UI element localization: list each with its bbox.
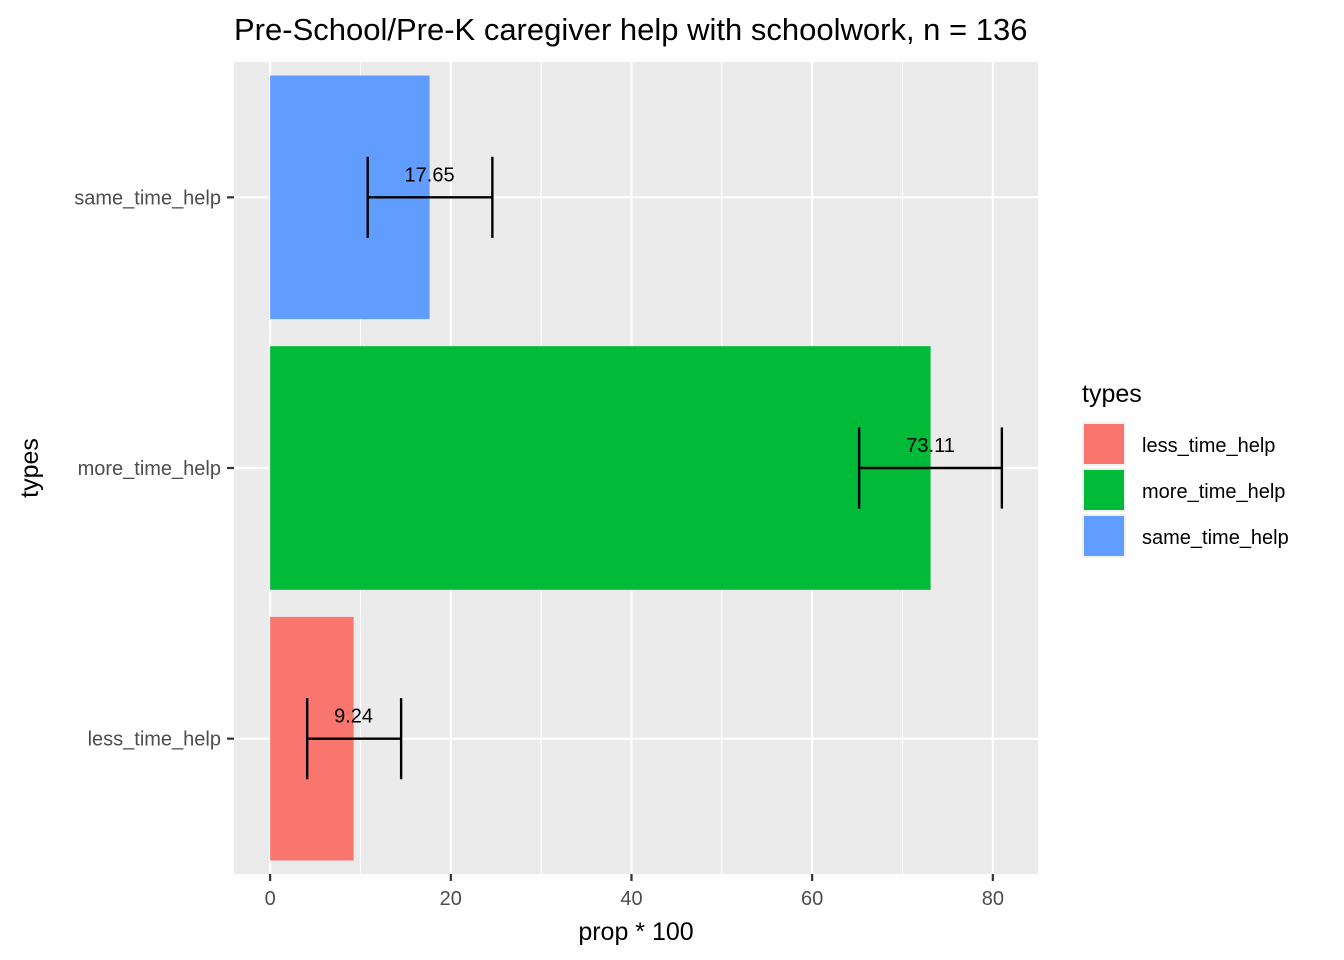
error-bars bbox=[305, 156, 1004, 780]
x-tick-label: 60 bbox=[801, 888, 823, 910]
value-label-more_time_help: 73.11 bbox=[906, 435, 955, 457]
legend-swatch-less_time_help bbox=[1084, 424, 1124, 464]
error-bar-less_time_help bbox=[305, 698, 403, 780]
error-bar-more_time_help bbox=[857, 427, 1004, 509]
x-axis: 0 20 40 60 80 bbox=[265, 874, 1004, 910]
x-tick-label: 40 bbox=[620, 888, 642, 910]
y-tick-label-less_time_help: less_time_help bbox=[88, 729, 221, 751]
legend-label-same_time_help: same_time_help bbox=[1142, 527, 1289, 549]
value-label-less_time_help: 9.24 bbox=[334, 706, 373, 728]
bar-more_time_help bbox=[270, 346, 931, 590]
y-tick-label-same_time_help: same_time_help bbox=[74, 187, 221, 209]
legend-swatch-more_time_help bbox=[1084, 470, 1124, 510]
legend-title: types bbox=[1082, 380, 1142, 408]
legend-label-more_time_help: more_time_help bbox=[1142, 481, 1285, 503]
x-tick-label: 0 bbox=[265, 888, 276, 910]
value-labels: 9.24 73.11 17.65 bbox=[334, 164, 955, 727]
y-axis-label: types bbox=[16, 438, 44, 498]
x-tick-label: 80 bbox=[982, 888, 1004, 910]
y-axis: less_time_help more_time_help same_time_he… bbox=[74, 187, 234, 751]
x-tick-label: 20 bbox=[440, 888, 462, 910]
error-bar-same_time_help bbox=[366, 156, 494, 238]
legend-swatch-same_time_help bbox=[1084, 516, 1124, 556]
legend-label-less_time_help: less_time_help bbox=[1142, 435, 1275, 457]
x-axis-label: prop * 100 bbox=[578, 918, 693, 946]
value-label-same_time_help: 17.65 bbox=[405, 164, 455, 186]
y-tick-label-more_time_help: more_time_help bbox=[78, 458, 221, 480]
legend: types less_time_help more_time_help same_t… bbox=[1082, 380, 1289, 558]
chart-title: Pre-School/Pre-K caregiver help with sch… bbox=[234, 12, 1027, 47]
